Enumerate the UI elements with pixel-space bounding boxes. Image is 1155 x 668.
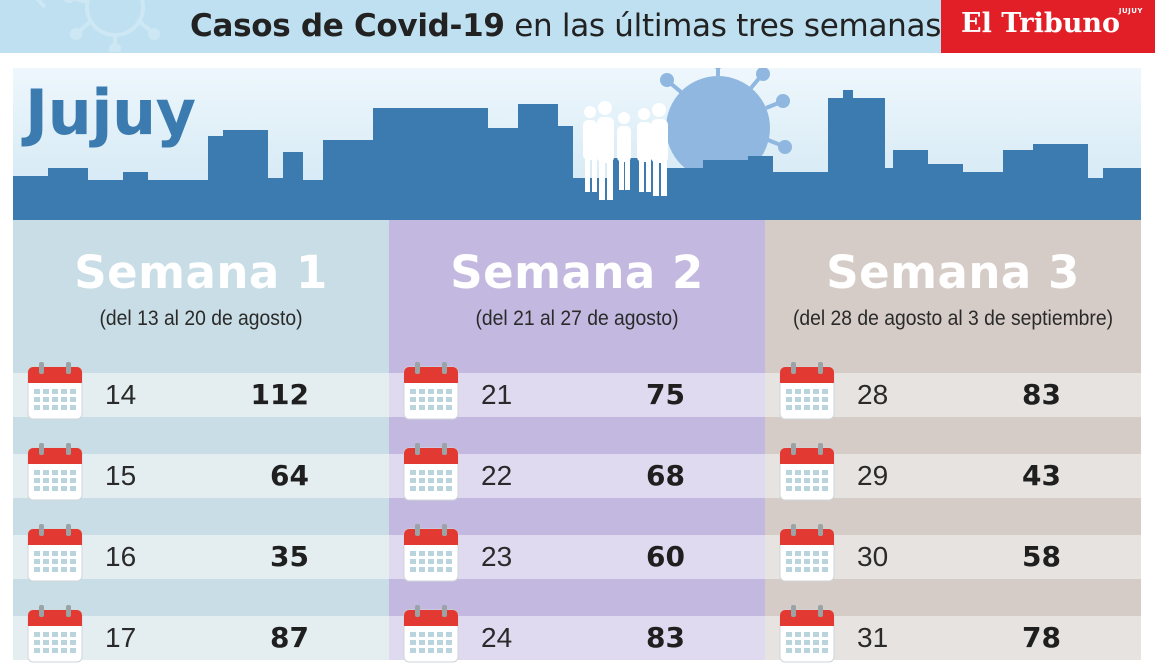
cases-value: 83 bbox=[646, 621, 685, 654]
calendar-icon bbox=[402, 604, 460, 664]
brand-logo: El Tribuno JUJUY bbox=[941, 0, 1155, 53]
cases-value: 58 bbox=[1022, 540, 1061, 573]
brand-subtitle: JUJUY bbox=[1118, 7, 1143, 15]
day-label: 28 bbox=[857, 379, 889, 410]
cases-value: 112 bbox=[250, 378, 309, 411]
day-label: 14 bbox=[105, 379, 137, 410]
cases-value: 60 bbox=[646, 540, 685, 573]
day-label: 15 bbox=[105, 460, 137, 491]
day-label: 17 bbox=[105, 622, 137, 653]
calendar-icon bbox=[26, 523, 84, 583]
city-skyline-icon bbox=[13, 68, 1141, 220]
calendar-icon bbox=[402, 442, 460, 502]
day-label: 24 bbox=[481, 622, 513, 653]
week-title: Semana 3 bbox=[826, 246, 1080, 299]
week-range: (del 28 de agosto al 3 de septiembre) bbox=[792, 307, 1114, 330]
day-label: 16 bbox=[105, 541, 137, 572]
calendar-icon bbox=[26, 361, 84, 421]
cases-value: 78 bbox=[1022, 621, 1061, 654]
cases-value: 43 bbox=[1022, 459, 1061, 492]
calendar-icon bbox=[402, 361, 460, 421]
week-2-column: Semana 2 (del 21 al 27 de agosto) 21 75 2… bbox=[389, 220, 765, 663]
skyline-banner: Jujuy bbox=[13, 68, 1141, 220]
day-label: 23 bbox=[481, 541, 513, 572]
day-label: 22 bbox=[481, 460, 513, 491]
title-bold: Casos de Covid-19 bbox=[190, 8, 505, 44]
virus-decoration-icon bbox=[35, 0, 160, 52]
calendar-icon bbox=[26, 604, 84, 664]
day-label: 31 bbox=[857, 622, 889, 653]
people-silhouette-icon bbox=[583, 101, 668, 200]
cases-value: 75 bbox=[646, 378, 685, 411]
page-title: Casos de Covid-19 en las últimas tres se… bbox=[190, 4, 941, 48]
cases-value: 68 bbox=[646, 459, 685, 492]
calendar-icon bbox=[778, 604, 836, 664]
cases-value: 64 bbox=[270, 459, 309, 492]
cases-value: 87 bbox=[270, 621, 309, 654]
week-title: Semana 1 bbox=[74, 246, 328, 299]
week-1-column: Semana 1 (del 13 al 20 de agosto) 14 112 … bbox=[13, 220, 389, 663]
calendar-icon bbox=[26, 442, 84, 502]
brand-name: El Tribuno bbox=[961, 8, 1120, 39]
week-range: (del 13 al 20 de agosto) bbox=[99, 307, 303, 330]
cases-value: 35 bbox=[270, 540, 309, 573]
calendar-icon bbox=[778, 361, 836, 421]
title-rest: en las últimas tres semanas bbox=[514, 8, 942, 44]
week-title: Semana 2 bbox=[450, 246, 704, 299]
day-label: 21 bbox=[481, 379, 513, 410]
calendar-icon bbox=[778, 442, 836, 502]
calendar-icon bbox=[402, 523, 460, 583]
cases-value: 83 bbox=[1022, 378, 1061, 411]
day-label: 30 bbox=[857, 541, 889, 572]
week-range: (del 21 al 27 de agosto) bbox=[475, 307, 679, 330]
week-3-column: Semana 3 (del 28 de agosto al 3 de septi… bbox=[765, 220, 1141, 663]
day-label: 29 bbox=[857, 460, 889, 491]
region-title: Jujuy bbox=[25, 76, 196, 149]
calendar-icon bbox=[778, 523, 836, 583]
